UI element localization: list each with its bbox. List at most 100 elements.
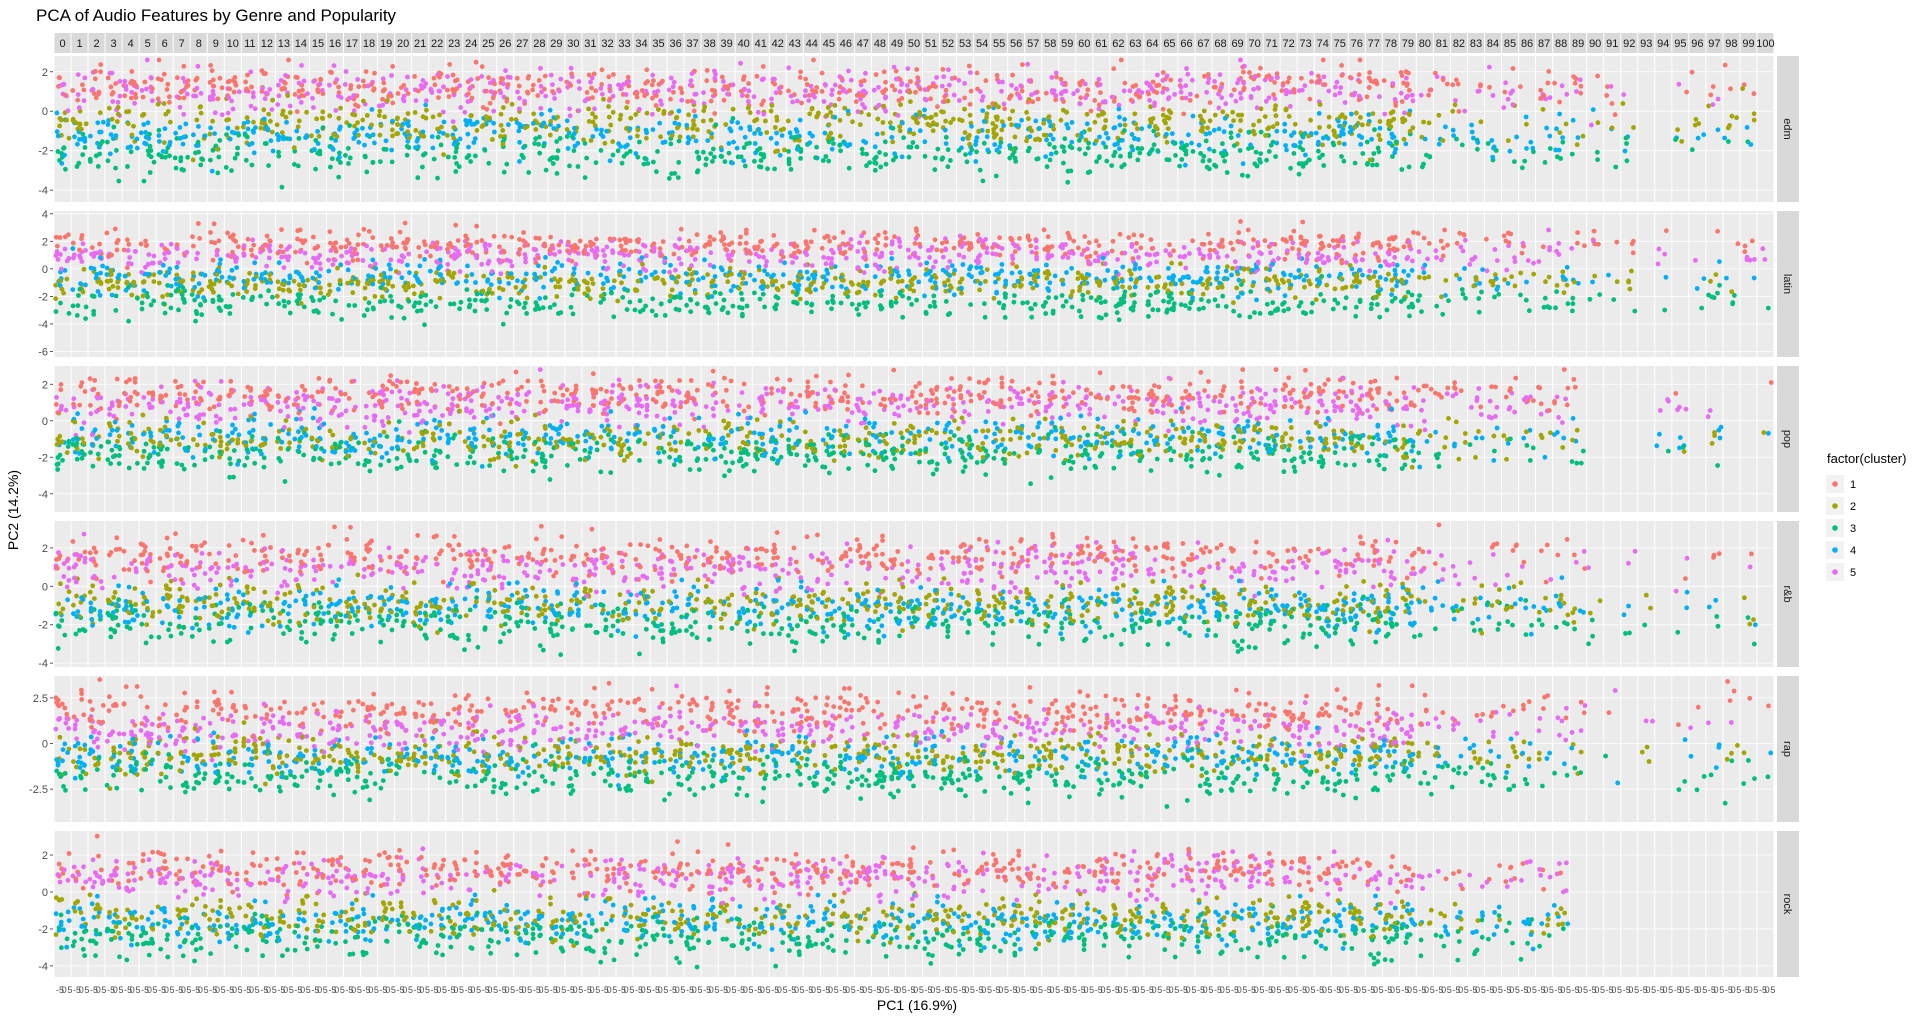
data-point xyxy=(952,76,957,81)
data-point xyxy=(258,294,263,299)
data-point xyxy=(1131,84,1136,89)
data-point xyxy=(282,265,287,270)
data-point xyxy=(1204,90,1209,95)
data-point xyxy=(980,98,985,103)
data-point xyxy=(930,84,935,89)
data-point xyxy=(282,282,287,287)
data-point xyxy=(798,118,803,123)
data-point xyxy=(975,87,980,92)
data-point xyxy=(1043,311,1048,316)
data-point xyxy=(346,268,351,273)
data-point xyxy=(1314,131,1319,136)
popularity-strip-label: 85 xyxy=(1504,38,1516,50)
data-point xyxy=(539,84,544,89)
data-point xyxy=(611,110,616,115)
data-point xyxy=(607,84,612,89)
data-point xyxy=(960,118,965,123)
data-point xyxy=(968,70,973,75)
data-point xyxy=(1216,255,1221,260)
data-point xyxy=(863,71,868,76)
data-point xyxy=(1282,122,1287,127)
data-point xyxy=(1247,130,1252,135)
data-point xyxy=(788,130,793,135)
data-point xyxy=(193,150,198,155)
data-point xyxy=(406,281,411,286)
data-point xyxy=(928,96,933,101)
data-point xyxy=(1679,139,1684,144)
popularity-strip-label: 55 xyxy=(993,38,1005,50)
data-point xyxy=(445,88,450,93)
data-point xyxy=(640,255,645,260)
data-point xyxy=(786,149,791,154)
data-point xyxy=(572,126,577,131)
data-point xyxy=(826,256,831,261)
data-point xyxy=(1010,253,1015,258)
data-point xyxy=(623,144,628,149)
data-point xyxy=(722,242,727,247)
data-point xyxy=(1229,124,1234,129)
data-point xyxy=(483,241,488,246)
data-point xyxy=(1154,90,1159,95)
data-point xyxy=(211,299,216,304)
data-point xyxy=(97,242,102,247)
data-point xyxy=(328,289,333,294)
panel-background xyxy=(1519,56,1535,202)
data-point xyxy=(107,287,112,292)
data-point xyxy=(142,288,147,293)
data-point xyxy=(967,272,972,277)
data-point xyxy=(118,94,123,99)
data-point xyxy=(754,252,759,257)
popularity-strip-label: 49 xyxy=(891,38,903,50)
data-point xyxy=(76,303,81,308)
data-point xyxy=(1013,156,1018,161)
data-point xyxy=(346,161,351,166)
data-point xyxy=(599,82,604,87)
data-point xyxy=(787,281,792,286)
data-point xyxy=(268,119,273,124)
data-point xyxy=(894,77,899,82)
data-point xyxy=(1581,134,1586,139)
data-point xyxy=(372,86,377,91)
data-point xyxy=(582,279,587,284)
data-point xyxy=(143,80,148,85)
popularity-strip-label: 65 xyxy=(1163,38,1175,50)
data-point xyxy=(840,278,845,283)
data-point xyxy=(1501,105,1506,110)
data-point xyxy=(558,77,563,82)
data-point xyxy=(1284,148,1289,153)
data-point xyxy=(1219,85,1224,90)
data-point xyxy=(1204,265,1209,270)
panel-background xyxy=(1638,211,1654,357)
popularity-strip-label: 52 xyxy=(942,38,954,50)
data-point xyxy=(644,136,649,141)
data-point xyxy=(106,122,111,127)
popularity-strip-label: 38 xyxy=(704,38,716,50)
data-point xyxy=(211,89,216,94)
data-point xyxy=(948,158,953,163)
data-point xyxy=(532,247,537,252)
data-point xyxy=(880,131,885,136)
data-point xyxy=(1251,123,1256,128)
data-point xyxy=(1146,82,1151,87)
data-point xyxy=(1406,71,1411,76)
popularity-strip-label: 54 xyxy=(976,38,988,50)
data-point xyxy=(267,272,272,277)
data-point xyxy=(1028,272,1033,277)
data-point xyxy=(199,91,204,96)
data-point xyxy=(1067,236,1072,241)
data-point xyxy=(1054,71,1059,76)
data-point xyxy=(551,161,556,166)
data-point xyxy=(1390,143,1395,148)
data-point xyxy=(828,110,833,115)
data-point xyxy=(974,149,979,154)
popularity-strip-label: 72 xyxy=(1283,38,1295,50)
data-point xyxy=(1169,296,1174,301)
data-point xyxy=(849,237,854,242)
data-point xyxy=(1117,107,1122,112)
data-point xyxy=(558,277,563,282)
data-point xyxy=(593,88,598,93)
data-point xyxy=(1365,162,1370,167)
data-point xyxy=(1077,288,1082,293)
data-point xyxy=(234,265,239,270)
data-point xyxy=(586,271,591,276)
